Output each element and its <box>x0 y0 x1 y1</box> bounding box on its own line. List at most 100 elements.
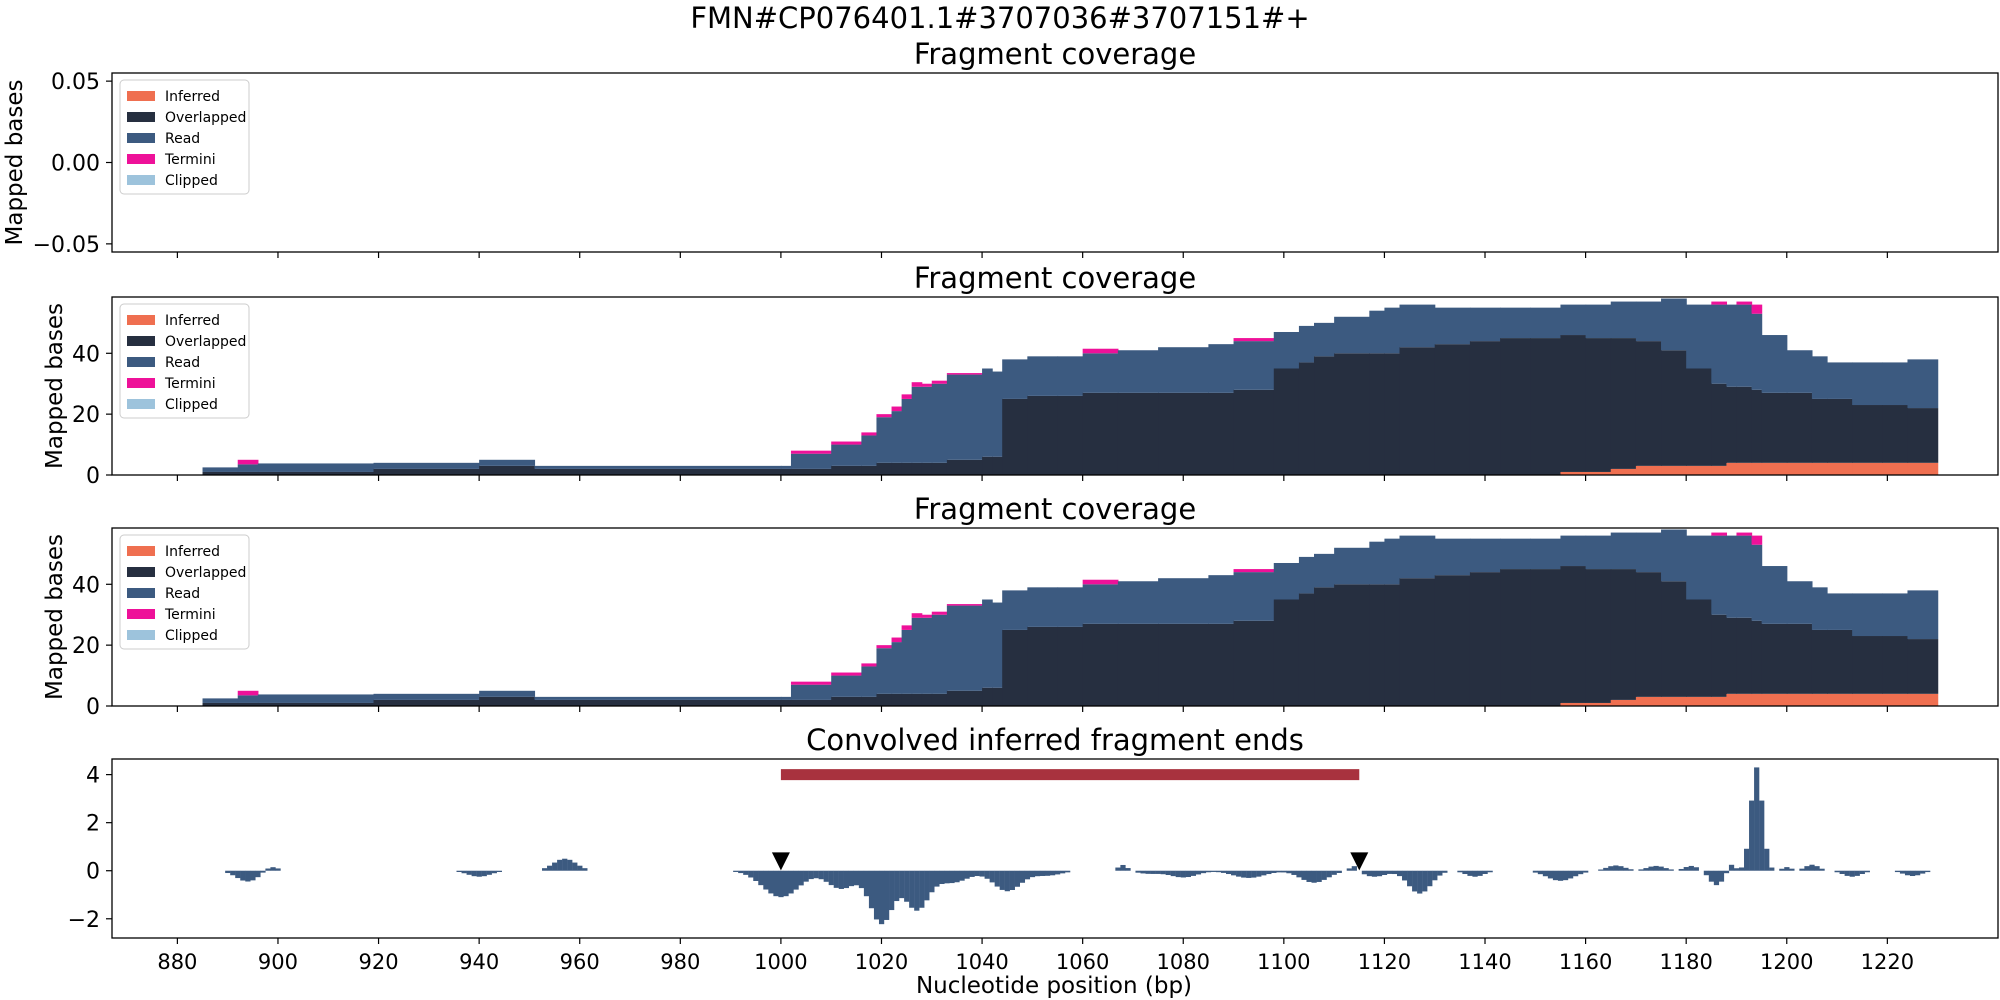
convolved-bar <box>1271 870 1277 873</box>
convolved-bar <box>270 867 276 871</box>
coverage-overlapped-bar <box>1002 398 1028 475</box>
coverage-overlapped-bar <box>1002 629 1028 706</box>
coverage-read-bar <box>946 374 983 460</box>
coverage-overlapped-bar <box>992 456 1003 475</box>
legend-label-clipped: Clipped <box>165 628 218 644</box>
convolved-bar <box>1909 870 1916 877</box>
convolved-bar <box>1205 870 1212 873</box>
convolved-bar <box>1316 870 1322 882</box>
coverage-read-bar <box>237 464 259 472</box>
coverage-overlapped-bar <box>1208 392 1235 475</box>
convolved-bar <box>1462 870 1468 875</box>
coverage-termini-bar <box>876 645 893 649</box>
panel-4: Convolved inferred fragment ends 4 2 0 −2 880… <box>68 723 1999 974</box>
coverage-overlapped-bar <box>1882 405 1909 463</box>
convolved-bar <box>1155 870 1161 874</box>
coverage-termini-bar <box>911 613 923 618</box>
coverage-overlapped-bar <box>1158 623 1209 706</box>
coverage-read-bar <box>1117 581 1159 624</box>
coverage-read-bar <box>891 411 903 463</box>
coverage-overlapped-bar <box>1530 338 1562 475</box>
coverage-read-bar <box>1057 356 1084 396</box>
coverage-read-bar <box>1314 553 1335 588</box>
panel-2-frame <box>111 296 1999 476</box>
convolved-bar <box>1361 870 1368 875</box>
coverage-read-bar <box>1500 538 1531 570</box>
coverage-overlapped-bar <box>1610 338 1637 469</box>
coverage-read-bar <box>1399 535 1436 579</box>
convolved-bar <box>1638 869 1644 871</box>
coverage-read-bar <box>780 696 792 700</box>
convolved-bar <box>1467 870 1473 876</box>
convolved-bar <box>788 870 794 894</box>
coverage-read-bar <box>1907 590 1939 640</box>
convolved-bar <box>1039 870 1046 876</box>
convolved-bar <box>1603 867 1609 871</box>
x-tick-label: 1100 <box>1257 950 1310 974</box>
convolved-bar <box>542 868 548 871</box>
coverage-overlapped-bar <box>1500 569 1531 706</box>
convolved-bar <box>486 870 492 875</box>
convolved-bar <box>1215 870 1222 873</box>
convolved-bar <box>1291 870 1297 875</box>
coverage-read-bar <box>1661 529 1687 582</box>
coverage-termini-bar <box>931 380 948 384</box>
coverage-read-bar <box>1273 562 1300 600</box>
convolved-bar <box>1728 864 1735 871</box>
coverage-read-bar <box>1751 313 1763 390</box>
coverage-overlapped-bar <box>534 699 782 706</box>
coverage-termini-bar <box>237 459 259 465</box>
convolved-bar <box>1547 870 1554 879</box>
convolved-bar <box>1583 870 1589 873</box>
coverage-read-bar <box>931 383 948 463</box>
panel-1-frame <box>111 72 1999 253</box>
convolved-bar <box>964 870 970 879</box>
convolved-bar <box>1804 866 1810 871</box>
x-tick-label: 940 <box>459 950 499 974</box>
coverage-termini-bar <box>1751 304 1763 314</box>
coverage-inferred-bar <box>1811 462 1828 475</box>
convolved-bar <box>823 870 829 882</box>
convolved-bar <box>1573 870 1579 877</box>
coverage-read-bar <box>1369 541 1386 585</box>
coverage-overlapped-bar <box>1686 599 1712 697</box>
coverage-inferred-bar <box>1786 693 1813 706</box>
convolved-bar <box>481 870 487 877</box>
coverage-inferred-bar <box>1711 696 1728 706</box>
coverage-termini-bar <box>921 614 933 618</box>
convolved-bar <box>1849 870 1855 877</box>
coverage-overlapped-bar <box>891 462 903 475</box>
coverage-overlapped-bar <box>1811 629 1828 694</box>
convolved-bar <box>738 870 744 874</box>
convolved-bar <box>1422 870 1428 892</box>
coverage-overlapped-bar <box>1811 398 1828 463</box>
convolved-bar <box>582 868 588 871</box>
convolved-bar <box>1175 870 1181 878</box>
convolved-bar <box>1663 868 1669 871</box>
convolved-bar <box>1024 870 1031 880</box>
coverage-read-bar <box>1726 535 1738 618</box>
convolved-bar <box>1764 848 1770 871</box>
coverage-read-bar <box>1434 307 1471 345</box>
coverage-overlapped-bar <box>831 696 862 706</box>
convolved-bar <box>773 870 779 897</box>
coverage-read-bar <box>780 465 792 469</box>
convolved-bar <box>813 870 819 879</box>
panel-2: Fragment coverage Inferred Overlapped Read T… <box>42 261 1999 489</box>
coverage-read-bar <box>237 695 259 703</box>
convolved-bar <box>1331 870 1337 875</box>
convolved-bar <box>235 870 241 879</box>
coverage-overlapped-bar <box>946 690 983 706</box>
convolved-bar <box>1708 870 1715 882</box>
coverage-overlapped-bar <box>1158 392 1209 475</box>
coverage-read-bar <box>1273 331 1300 369</box>
coverage-overlapped-bar <box>1399 347 1436 475</box>
convolved-bar <box>1442 870 1448 873</box>
coverage-overlapped-bar <box>1057 395 1084 475</box>
coverage-overlapped-bar <box>1661 581 1687 697</box>
convolved-bar <box>1049 870 1056 876</box>
coverage-read-bar <box>1314 322 1335 357</box>
legend-swatch-overlapped <box>127 567 155 577</box>
legend-label-inferred: Inferred <box>165 313 220 329</box>
panel-3: Fragment coverage Inferred Overlapped Read T… <box>42 492 1999 720</box>
